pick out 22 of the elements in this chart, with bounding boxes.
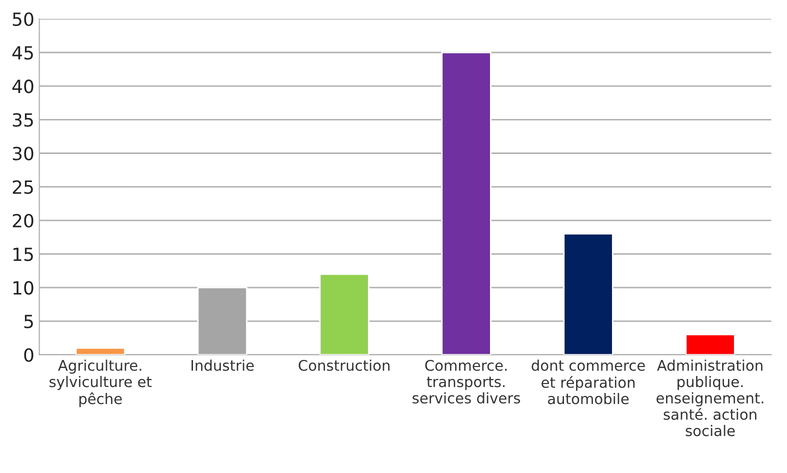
y-tick-label: 15 [13,248,33,262]
y-tick-label: 30 [12,146,34,160]
bar [319,273,370,355]
x-tick-label: dont commerce et réparation automobile [532,360,645,404]
x-tick-label: Agriculture. sylviculture et pêche [50,360,152,408]
bar [685,334,736,355]
y-tick-label: 20 [12,214,34,228]
x-tick-label: Construction [298,360,390,371]
y-tick-label: 0 [24,348,34,362]
y-tick-label: 10 [13,281,34,295]
y-tick-label: 40 [12,80,34,94]
x-tick-label: Industrie [192,360,254,371]
y-tick-label: 35 [12,113,33,127]
y-tick-label: 5 [24,314,33,328]
bar [441,52,492,355]
y-tick-label: 50 [12,12,34,26]
y-tick-label: 25 [12,180,33,194]
bar [75,347,126,355]
x-tick-label: Commerce. transports. services divers [412,360,520,404]
y-tick-label: 45 [12,46,33,60]
x-tick-label: Administration publique. enseignement. santé. action sociale [656,360,764,436]
bar [563,233,614,355]
